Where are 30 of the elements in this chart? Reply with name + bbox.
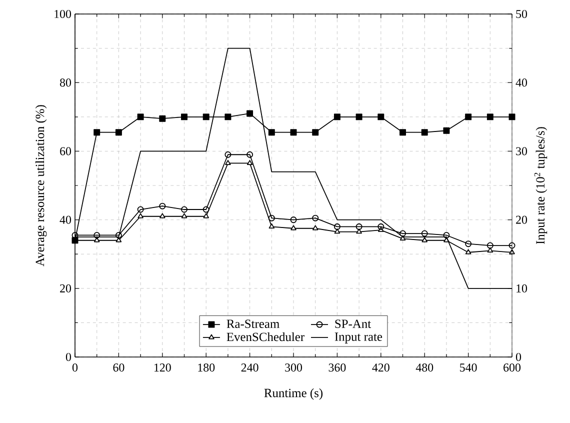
y-tick-label: 60 <box>60 147 72 156</box>
y2-tick-label: 0 <box>516 352 522 362</box>
x-tick-label: 240 <box>241 364 258 372</box>
legend-label: Ra-Stream <box>226 320 280 328</box>
x-tick-label: 300 <box>285 364 302 372</box>
x-tick-label: 540 <box>460 364 477 372</box>
x-tick-label: 480 <box>416 364 434 372</box>
x-tick-label: 600 <box>504 364 521 372</box>
legend-label: EvenSCheduler <box>226 332 304 342</box>
x-tick-label: 0 <box>72 364 78 372</box>
legend-label: SP-Ant <box>335 320 372 328</box>
y2-tick-label: 40 <box>516 78 528 87</box>
x-tick-label: 120 <box>154 364 171 372</box>
y-tick-label: 80 <box>60 78 72 87</box>
y2-tick-label: 20 <box>516 216 528 224</box>
x-tick-label: 180 <box>198 364 215 372</box>
x-tick-label: 360 <box>328 364 346 372</box>
y-tick-label: 100 <box>54 10 72 18</box>
x-tick-label: 420 <box>372 364 390 372</box>
y-tick-label: 20 <box>60 284 72 292</box>
y-tick-label: 0 <box>66 352 72 362</box>
y-axis-title: Average resource utilization (%) <box>35 105 47 266</box>
x-tick-label: 60 <box>113 364 124 372</box>
y2-tick-label: 10 <box>516 284 528 292</box>
legend-label: Input rate <box>334 332 382 344</box>
y2-tick-label: 30 <box>516 147 528 156</box>
y2-tick-label: 50 <box>516 10 528 18</box>
y2-axis-title: Input rate (10$^{2}$ tuples/s) <box>534 127 548 244</box>
x-axis-title: Runtime (s) <box>264 388 323 400</box>
y-tick-label: 40 <box>60 216 72 224</box>
